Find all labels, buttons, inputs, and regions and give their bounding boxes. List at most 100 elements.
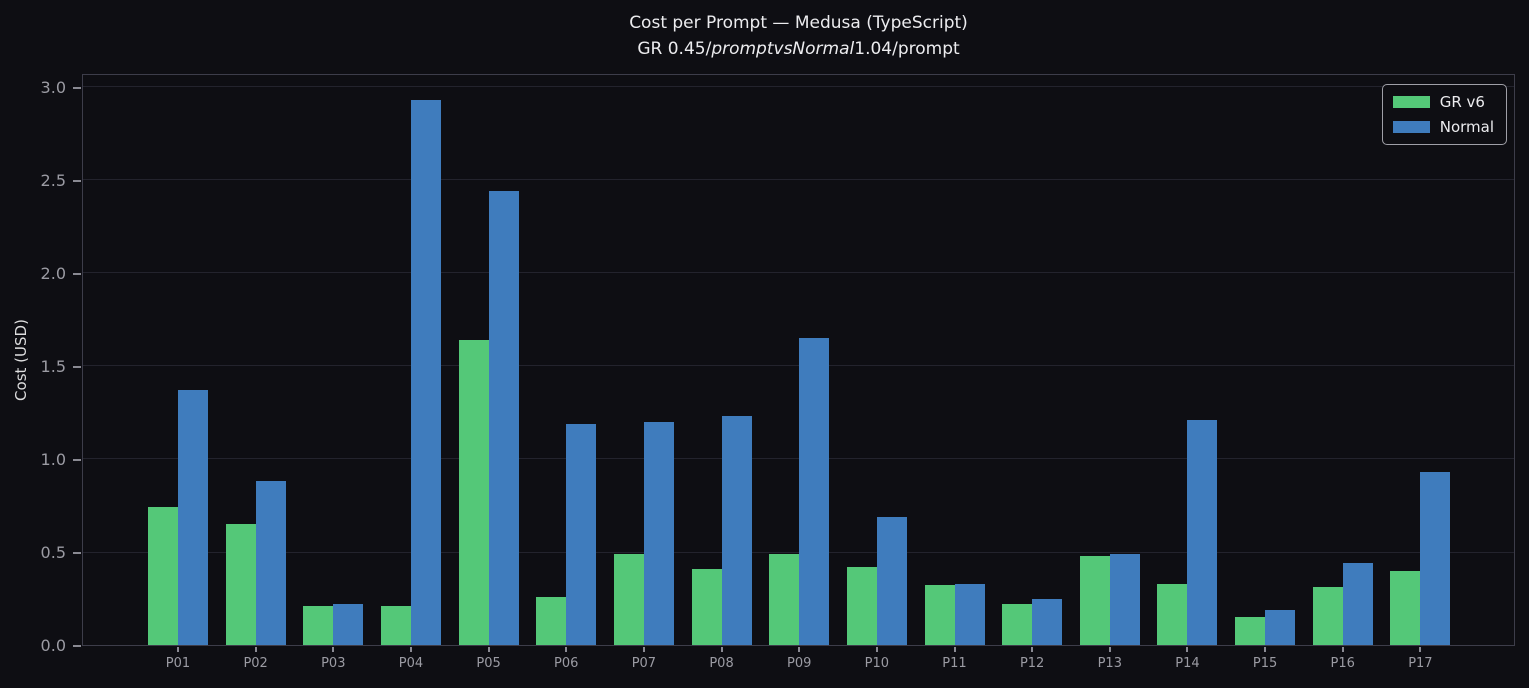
x-tick-label: P17 [1408,656,1433,671]
bar-normal-P07 [643,421,674,645]
x-tick-mark [1031,647,1034,652]
x-tick-label: P14 [1175,656,1200,671]
bar-normal-P04 [410,99,441,645]
bar-gr-v6-P09 [769,553,800,645]
bar-gr-v6-P11 [924,585,955,645]
y-tick-mark [73,365,81,368]
bar-normal-P16 [1342,563,1373,645]
bar-gr-v6-P06 [536,596,567,645]
bar-gr-v6-P01 [148,507,178,645]
bar-normal-P10 [876,516,907,645]
gridline [83,458,1514,460]
x-tick-label: P15 [1252,656,1278,671]
x-tick-label: P06 [554,656,579,671]
bar-normal-P14 [1187,419,1218,645]
x-tick-mark [642,647,645,652]
bar-normal-P03 [333,604,364,645]
x-tick-label: P02 [243,656,268,671]
y-tick-label: 1.5 [40,356,66,376]
bar-normal-P02 [255,481,286,645]
y-tick-mark [73,86,81,89]
plot-area: P01 P02 P03 P04 P05 P06 P07 P08 P09 P10 P11 P12 P13 P… [82,74,1515,671]
x-tick-label: P03 [321,656,346,671]
bar-gr-v6-P03 [303,605,334,645]
gridline [83,272,1514,274]
x-tick-label: P10 [864,656,890,671]
x-tick-label: P08 [709,656,734,671]
bar-normal-P09 [799,338,830,645]
y-tick-mark [73,272,81,275]
bar-gr-v6-P14 [1157,583,1188,645]
y-tick-label: 2.0 [40,263,66,283]
y-tick-mark [73,551,81,554]
legend-item: GR v6 [1392,93,1494,111]
y-tick-label: 0.0 [40,636,66,655]
x-tick-label: P09 [786,656,812,671]
x-tick-mark [1108,647,1111,652]
bar-normal-P13 [1109,553,1140,645]
bar-gr-v6-P17 [1390,570,1421,645]
x-tick-mark [798,647,801,652]
subtitle-italic-segment: promptvsNormal [711,39,855,59]
bar-gr-v6-P05 [458,339,489,645]
bar-gr-v6-P10 [846,566,877,645]
x-tick-mark [1186,647,1189,652]
subtitle-suffix: 1.04/prompt [854,39,960,59]
x-tick-label: P01 [165,656,191,671]
x-tick-mark [409,647,412,652]
x-tick-label: P04 [398,656,424,671]
y-tick-mark [73,645,81,647]
bar-gr-v6-P04 [380,605,411,645]
y-tick-mark [73,179,81,182]
bar-normal-P06 [566,423,597,645]
gridline [83,86,1514,88]
x-tick-label: P11 [942,656,967,671]
x-tick-mark [487,647,490,652]
y-tick-label: 0.5 [40,542,66,562]
bar-normal-P12 [1032,598,1063,645]
chart-title: Cost per Prompt — Medusa (TypeScript) [629,13,968,33]
legend-label: GR v6 [1439,93,1485,111]
x-tick-label: P12 [1019,656,1045,671]
bar-normal-P15 [1265,609,1296,645]
bar-gr-v6-P16 [1312,587,1343,645]
x-tick-mark [332,647,335,652]
x-tick-label: P05 [476,656,501,671]
legend-swatch-normal [1392,121,1430,133]
y-tick-label: 1.0 [40,449,66,469]
legend: GR v6 Normal [1381,84,1507,145]
x-tick-mark [254,647,257,652]
x-tick-mark [1264,647,1267,652]
x-tick-mark [565,647,568,652]
bar-normal-P08 [721,416,752,645]
x-tick-mark [1341,647,1344,652]
chart-title-block: Cost per Prompt — Medusa (TypeScript) GR… [82,10,1515,62]
bar-gr-v6-P07 [613,553,644,645]
x-tick-mark [875,647,878,652]
chart-subtitle: GR 0.45/promptvsNormal1.04/prompt [82,36,1515,62]
gridline [83,179,1514,181]
gridline [83,551,1514,553]
bar-normal-P05 [488,191,519,645]
y-tick-label: 2.5 [40,170,66,190]
bar-normal-P17 [1420,472,1451,645]
subtitle-prefix: GR 0.45/ [637,39,712,59]
x-tick-mark [953,647,956,652]
bar-gr-v6-P02 [225,524,256,645]
x-tick-mark [1419,647,1422,652]
legend-swatch-gr-v6 [1392,96,1430,108]
bar-normal-P11 [954,583,985,645]
y-tick-mark [73,458,81,461]
bar-gr-v6-P12 [1002,604,1033,645]
x-tick-mark [720,647,723,652]
bar-normal-P01 [178,390,208,645]
bar-gr-v6-P13 [1079,555,1110,645]
bar-gr-v6-P15 [1235,617,1266,645]
legend-label: Normal [1439,118,1494,136]
legend-item: Normal [1392,118,1494,136]
x-tick-label: P16 [1330,656,1355,671]
bar-gr-v6-P08 [691,568,722,645]
x-tick-label: P13 [1097,656,1122,671]
gridline [83,365,1514,367]
